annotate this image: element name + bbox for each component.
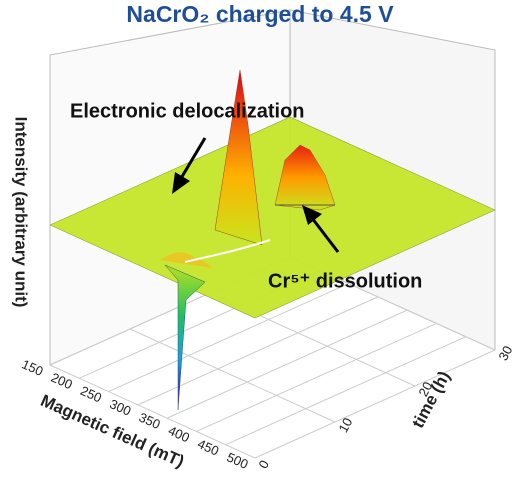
y-tick-label: 0 bbox=[255, 458, 272, 471]
grid-line bbox=[108, 283, 349, 393]
grid-line bbox=[129, 328, 336, 423]
arrows bbox=[172, 137, 340, 253]
y-tick-label: 20 bbox=[415, 379, 435, 399]
y-tick-label: 10 bbox=[335, 415, 355, 435]
grid-line bbox=[196, 322, 437, 432]
annotation: Cr⁵⁺ dissolution bbox=[268, 270, 422, 292]
grid bbox=[49, 256, 496, 459]
grid-line bbox=[225, 336, 466, 446]
x-tick-label: 200 bbox=[49, 370, 75, 393]
annotation: Electronic delocalization bbox=[70, 100, 305, 122]
x-tick-label: 450 bbox=[195, 436, 221, 459]
x-tick-label: 350 bbox=[137, 409, 163, 432]
x-tick-label: 400 bbox=[166, 423, 192, 446]
surface bbox=[49, 69, 496, 411]
grid-line bbox=[49, 364, 256, 459]
grid-line bbox=[166, 309, 408, 419]
y-axis-label: time (h) bbox=[408, 368, 454, 431]
y-tick-label: 30 bbox=[495, 343, 515, 363]
x-tick-label: 250 bbox=[78, 383, 104, 406]
chart-title: NaCrO₂ charged to 4.5 V bbox=[126, 1, 394, 27]
x-tick-label: 500 bbox=[225, 449, 251, 472]
x-tick-label: 150 bbox=[20, 356, 46, 379]
x-tick-label: 300 bbox=[107, 396, 133, 419]
z-axis-label: Intensity (arbitrary unit) bbox=[12, 117, 31, 308]
grid-line bbox=[254, 349, 496, 459]
